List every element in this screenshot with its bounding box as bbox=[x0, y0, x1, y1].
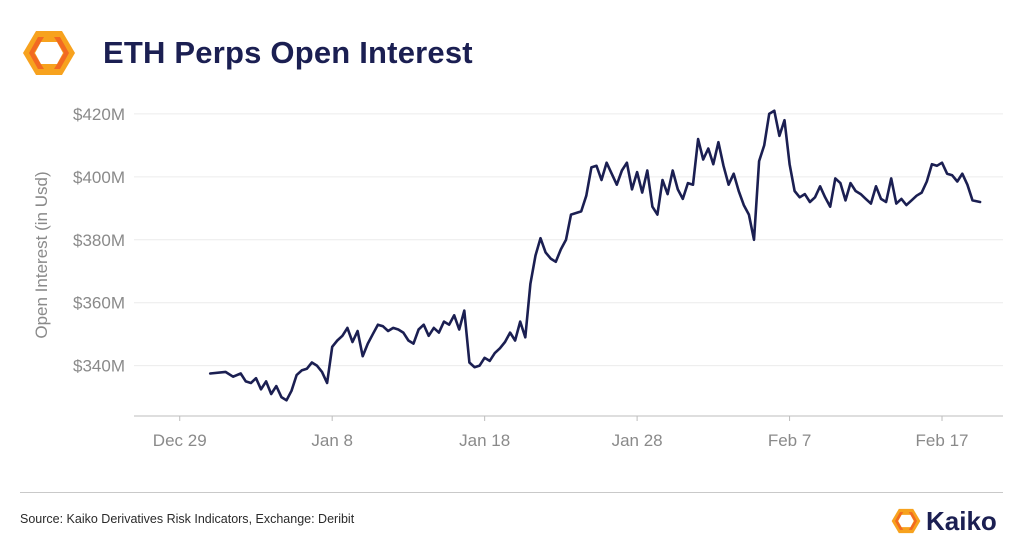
brand-footer: Kaiko bbox=[890, 504, 997, 538]
source-note: Source: Kaiko Derivatives Risk Indicator… bbox=[20, 512, 354, 526]
x-tick-label: Jan 8 bbox=[311, 431, 353, 450]
source-text: Source: Kaiko Derivatives Risk Indicator… bbox=[20, 512, 249, 526]
y-tick-label: $340M bbox=[73, 357, 125, 376]
y-axis-label: Open Interest (in Usd) bbox=[32, 171, 51, 338]
page-title: ETH Perps Open Interest bbox=[103, 35, 473, 70]
x-tick-labels: Dec 29 Jan 8 Jan 18 Jan 28 Feb 7 Feb 17 bbox=[153, 416, 969, 450]
kaiko-logo-icon bbox=[23, 31, 75, 75]
footer-divider bbox=[20, 492, 1003, 493]
y-tick-label: $420M bbox=[73, 105, 125, 124]
grid-lines bbox=[134, 113, 1003, 367]
y-tick-label: $360M bbox=[73, 294, 125, 313]
x-tick-label: Feb 17 bbox=[916, 431, 969, 450]
series-line bbox=[208, 109, 982, 402]
y-tick-label: $380M bbox=[73, 231, 125, 250]
y-tick-label: $400M bbox=[73, 168, 125, 187]
x-tick-label: Jan 28 bbox=[612, 431, 663, 450]
y-tick-labels: $340M $360M $380M $400M $420M bbox=[73, 105, 125, 376]
x-tick-label: Dec 29 bbox=[153, 431, 207, 450]
brand-name: Kaiko bbox=[926, 505, 997, 536]
x-tick-label: Jan 18 bbox=[459, 431, 510, 450]
exchange-text: , Exchange: Deribit bbox=[248, 512, 355, 526]
kaiko-brand-logo-icon bbox=[891, 508, 921, 534]
x-tick-label: Feb 7 bbox=[768, 431, 811, 450]
